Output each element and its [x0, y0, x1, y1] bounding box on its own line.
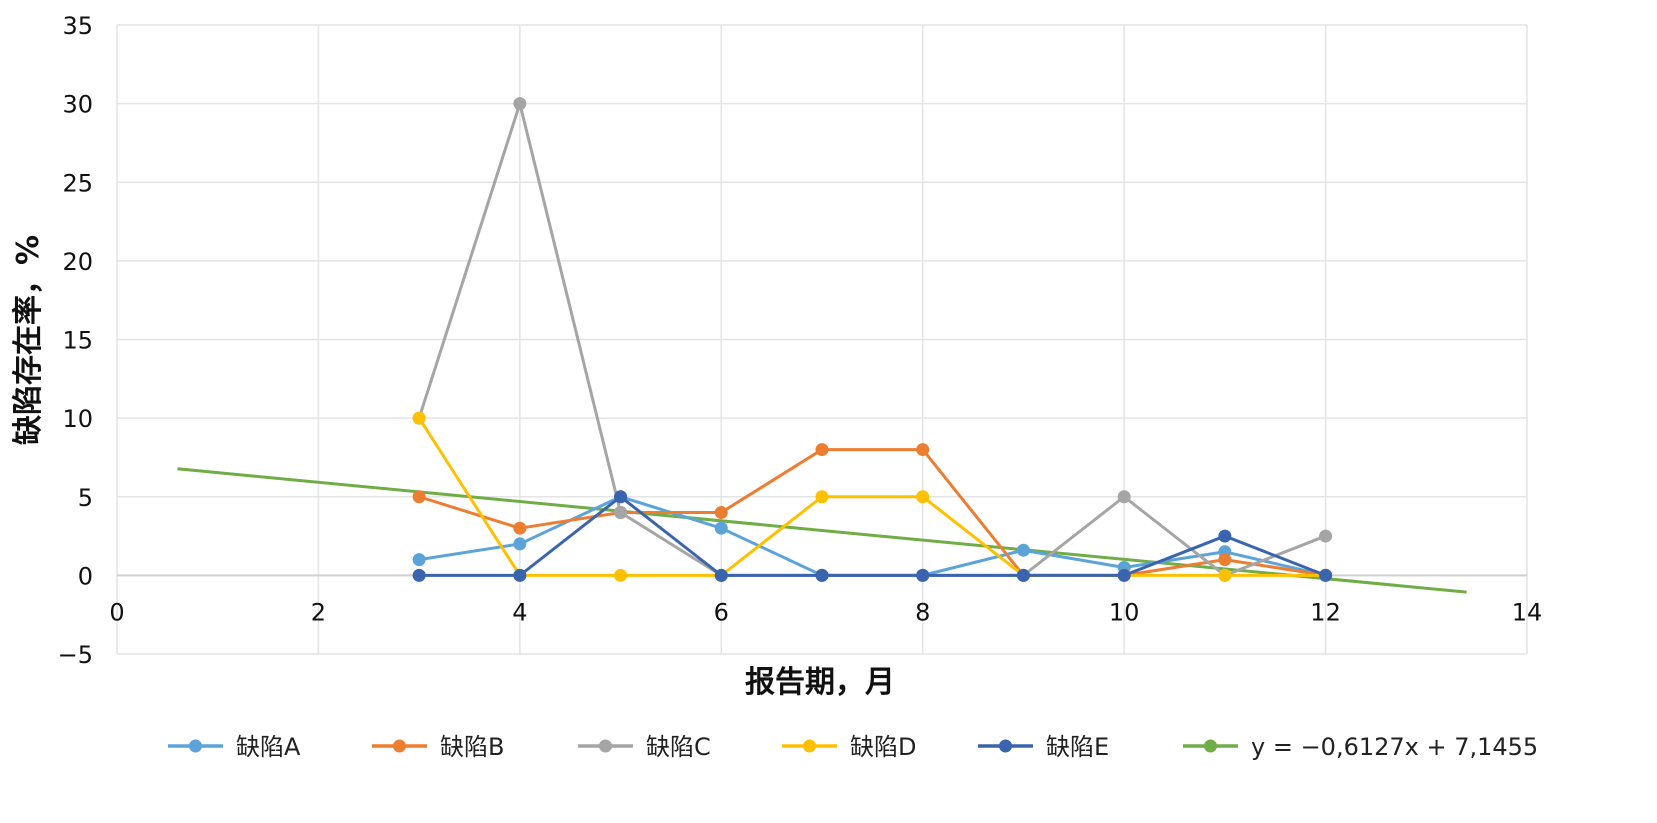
data-point: [1016, 543, 1030, 557]
series-line: [418, 448, 1326, 577]
y-tick-label: 30: [62, 91, 93, 119]
data-point: [412, 490, 426, 504]
x-tick-label: 10: [1109, 598, 1140, 626]
legend-label: 缺陷E: [1046, 733, 1109, 761]
data-point: [714, 568, 728, 582]
data-point: [412, 568, 426, 582]
legend: 缺陷A 缺陷B 缺陷C 缺陷D 缺陷E y = −0,6127x + 7,1455: [168, 733, 1538, 761]
data-point: [1319, 529, 1333, 543]
data-point: [1016, 568, 1030, 582]
series-group: [412, 97, 1333, 582]
legend-label: 缺陷C: [646, 733, 711, 761]
x-axis-title: 报告期，月: [745, 665, 895, 700]
data-point: [815, 490, 829, 504]
grid: [116, 24, 1528, 655]
y-tick-label: 0: [78, 562, 93, 590]
y-tick-label: 20: [62, 248, 93, 276]
legend-label: 缺陷D: [850, 733, 916, 761]
y-axis-title: 缺陷存在率，%: [11, 235, 46, 445]
x-tick-label: 12: [1310, 598, 1341, 626]
data-point: [815, 568, 829, 582]
legend-swatch-marker: [999, 739, 1012, 753]
data-point: [916, 490, 930, 504]
legend-label: y = −0,6127x + 7,1455: [1251, 733, 1538, 761]
y-tick-label: 15: [62, 327, 93, 355]
data-point: [513, 521, 527, 535]
y-tick-label: −5: [58, 641, 93, 669]
legend-item: y = −0,6127x + 7,1455: [1183, 733, 1538, 761]
data-point: [513, 537, 527, 551]
data-point: [614, 568, 628, 582]
x-tick-label: 6: [714, 598, 729, 626]
data-point: [1117, 490, 1131, 504]
series-5: [412, 490, 1333, 582]
legend-label: 缺陷B: [440, 733, 504, 761]
legend-label: 缺陷A: [236, 733, 301, 761]
legend-swatch-marker: [1204, 739, 1217, 753]
data-point: [1319, 568, 1333, 582]
legend-item: 缺陷B: [372, 733, 504, 761]
legend-item: 缺陷C: [578, 733, 711, 761]
y-tick-label: 5: [78, 484, 93, 512]
y-tick-label: 25: [62, 169, 93, 197]
data-point: [1218, 568, 1232, 582]
data-point: [714, 521, 728, 535]
data-point: [1218, 553, 1232, 567]
data-point: [714, 505, 728, 519]
y-tick-label: 10: [62, 405, 93, 433]
data-point: [614, 490, 628, 504]
legend-swatch-marker: [393, 739, 406, 753]
data-point: [916, 568, 930, 582]
legend-swatch-marker: [189, 739, 202, 753]
x-tick-label: 8: [915, 598, 930, 626]
series-line: [417, 417, 1326, 577]
trendline-line: [177, 467, 1467, 594]
data-point: [916, 443, 930, 457]
legend-swatch-marker: [599, 739, 612, 753]
data-point: [614, 505, 628, 519]
data-point: [513, 97, 527, 111]
legend-item: 缺陷E: [978, 733, 1109, 761]
legend-item: 缺陷D: [782, 733, 916, 761]
x-tick-label: 2: [311, 598, 326, 626]
x-tick-label: 14: [1512, 598, 1543, 626]
x-tick-label: 0: [109, 598, 124, 626]
series-2: [412, 443, 1333, 582]
data-point: [1117, 568, 1131, 582]
data-point: [815, 443, 829, 457]
legend-swatch-marker: [803, 739, 816, 753]
data-point: [412, 411, 426, 425]
y-tick-label: 35: [62, 12, 93, 40]
data-point: [513, 568, 527, 582]
trendline: [177, 467, 1467, 594]
legend-item: 缺陷A: [168, 733, 301, 761]
x-tick-label: 4: [512, 598, 527, 626]
data-point: [1218, 529, 1232, 543]
series-line: [419, 495, 1327, 577]
data-point: [412, 553, 426, 567]
tick-labels: −5 0 5 10 15 20 25 30 35 0 2 4 6 8 10 12 14: [58, 12, 1543, 669]
